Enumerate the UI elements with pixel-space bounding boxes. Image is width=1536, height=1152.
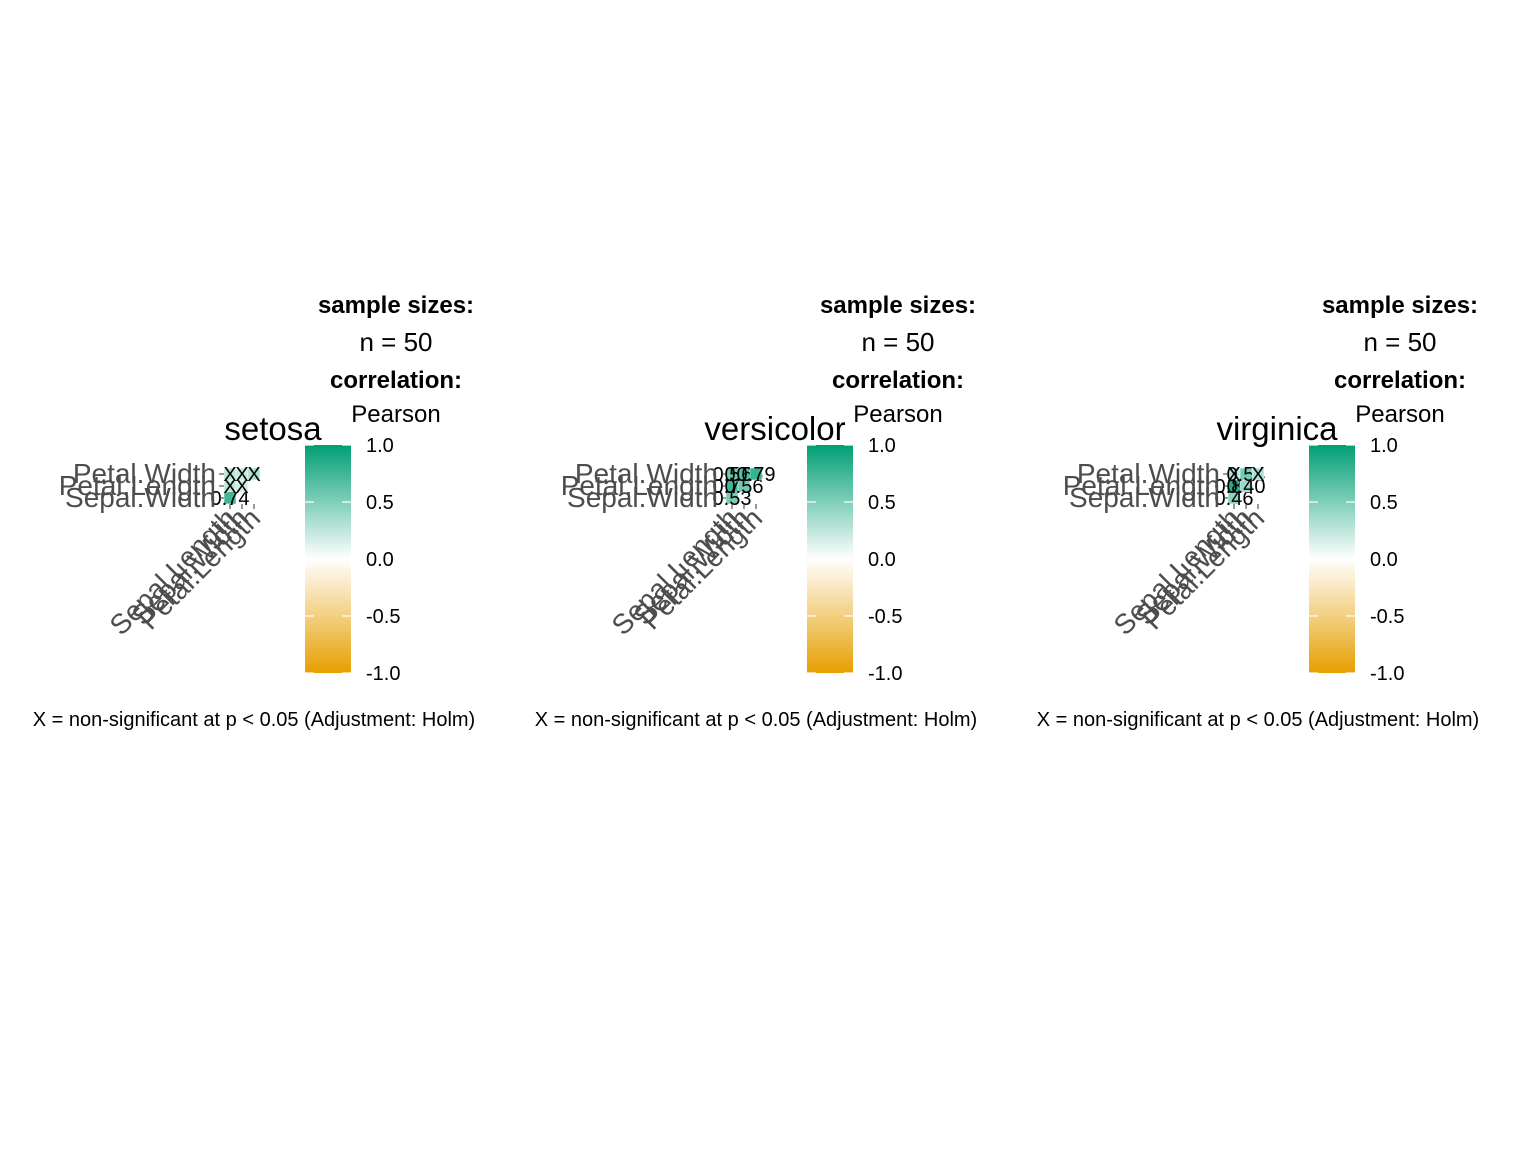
colorbar-tick-label: -0.5 [366, 606, 400, 628]
y-tick-label: Petal.Length [59, 470, 216, 501]
colorbar-tick-label: 0.0 [366, 549, 394, 571]
cell-label: 0.46 [1215, 488, 1254, 510]
legend-correlation-method: Pearson [351, 401, 440, 428]
colorbar-tick-label: -0.5 [1370, 606, 1404, 628]
colorbar-tick-label: 1.0 [366, 435, 394, 457]
y-tick-label: Petal.Width [1077, 458, 1220, 489]
cell-label: 0.40 [1227, 476, 1266, 498]
panel-setosa: sample sizes: n = 50 correlation: Pearson se… [33, 292, 475, 731]
y-tick-label: Petal.Length [561, 470, 718, 501]
colorbar-tick-label: -1.0 [868, 663, 902, 685]
panel-virginica: sample sizes: n = 50 correlation: Pearson vi… [1037, 292, 1479, 731]
y-tick-label: Petal.Width [575, 458, 718, 489]
heatmap-cell [749, 467, 763, 481]
panel-versicolor: sample sizes: n = 50 correlation: Pearson ve… [535, 292, 977, 731]
colorbar-tick-label: 0.5 [868, 492, 896, 514]
legend-sample-sizes-heading: sample sizes: [1322, 292, 1478, 319]
legend-correlation-method: Pearson [1355, 401, 1444, 428]
legend-correlation-heading: correlation: [1334, 367, 1466, 394]
cell-label: 0.74 [211, 488, 250, 510]
cell-label: X [235, 464, 248, 486]
colorbar-tick-label: -1.0 [366, 663, 400, 685]
cell-label: X [223, 464, 236, 486]
caption: X = non-significant at p < 0.05 (Adjustm… [1037, 709, 1479, 731]
cell-label: X [223, 476, 236, 498]
panel-title: virginica [1216, 410, 1338, 447]
legend-correlation-method: Pearson [853, 401, 942, 428]
cell-label: 0.53 [713, 488, 752, 510]
heatmap-cell [247, 467, 261, 481]
cell-label: 0.79 [737, 464, 776, 486]
legend-correlation-heading: correlation: [330, 367, 462, 394]
legend-sample-size: n = 50 [1363, 327, 1436, 357]
caption: X = non-significant at p < 0.05 (Adjustm… [33, 709, 475, 731]
colorbar-tick-label: 0.5 [366, 492, 394, 514]
panel-title: versicolor [704, 410, 845, 447]
y-tick-label: Sepal.Width [65, 482, 216, 513]
colorbar-tick-label: 0.0 [1370, 549, 1398, 571]
y-tick-label: Petal.Length [1063, 470, 1220, 501]
cell-label: X [235, 476, 248, 498]
legend-sample-sizes-heading: sample sizes: [318, 292, 474, 319]
heatmap-cell [1251, 467, 1265, 481]
legend-sample-size: n = 50 [861, 327, 934, 357]
caption: X = non-significant at p < 0.05 (Adjustm… [535, 709, 977, 731]
colorbar-tick-label: -0.5 [868, 606, 902, 628]
colorbar-tick-label: 1.0 [868, 435, 896, 457]
legend-sample-size: n = 50 [359, 327, 432, 357]
colorbar-tick-label: 1.0 [1370, 435, 1398, 457]
cell-label: X [247, 464, 260, 486]
colorbar-tick-label: -1.0 [1370, 663, 1404, 685]
cell-label: X [1227, 464, 1240, 486]
panel-title: setosa [224, 410, 322, 447]
legend-sample-sizes-heading: sample sizes: [820, 292, 976, 319]
y-tick-label: Sepal.Width [567, 482, 718, 513]
colorbar-tick-label: 0.5 [1370, 492, 1398, 514]
y-tick-label: Petal.Width [73, 458, 216, 489]
colorbar-tick-label: 0.0 [868, 549, 896, 571]
cell-label: X [1251, 464, 1264, 486]
y-tick-label: Sepal.Width [1069, 482, 1220, 513]
cell-label: 0.56 [725, 476, 764, 498]
legend-correlation-heading: correlation: [832, 367, 964, 394]
